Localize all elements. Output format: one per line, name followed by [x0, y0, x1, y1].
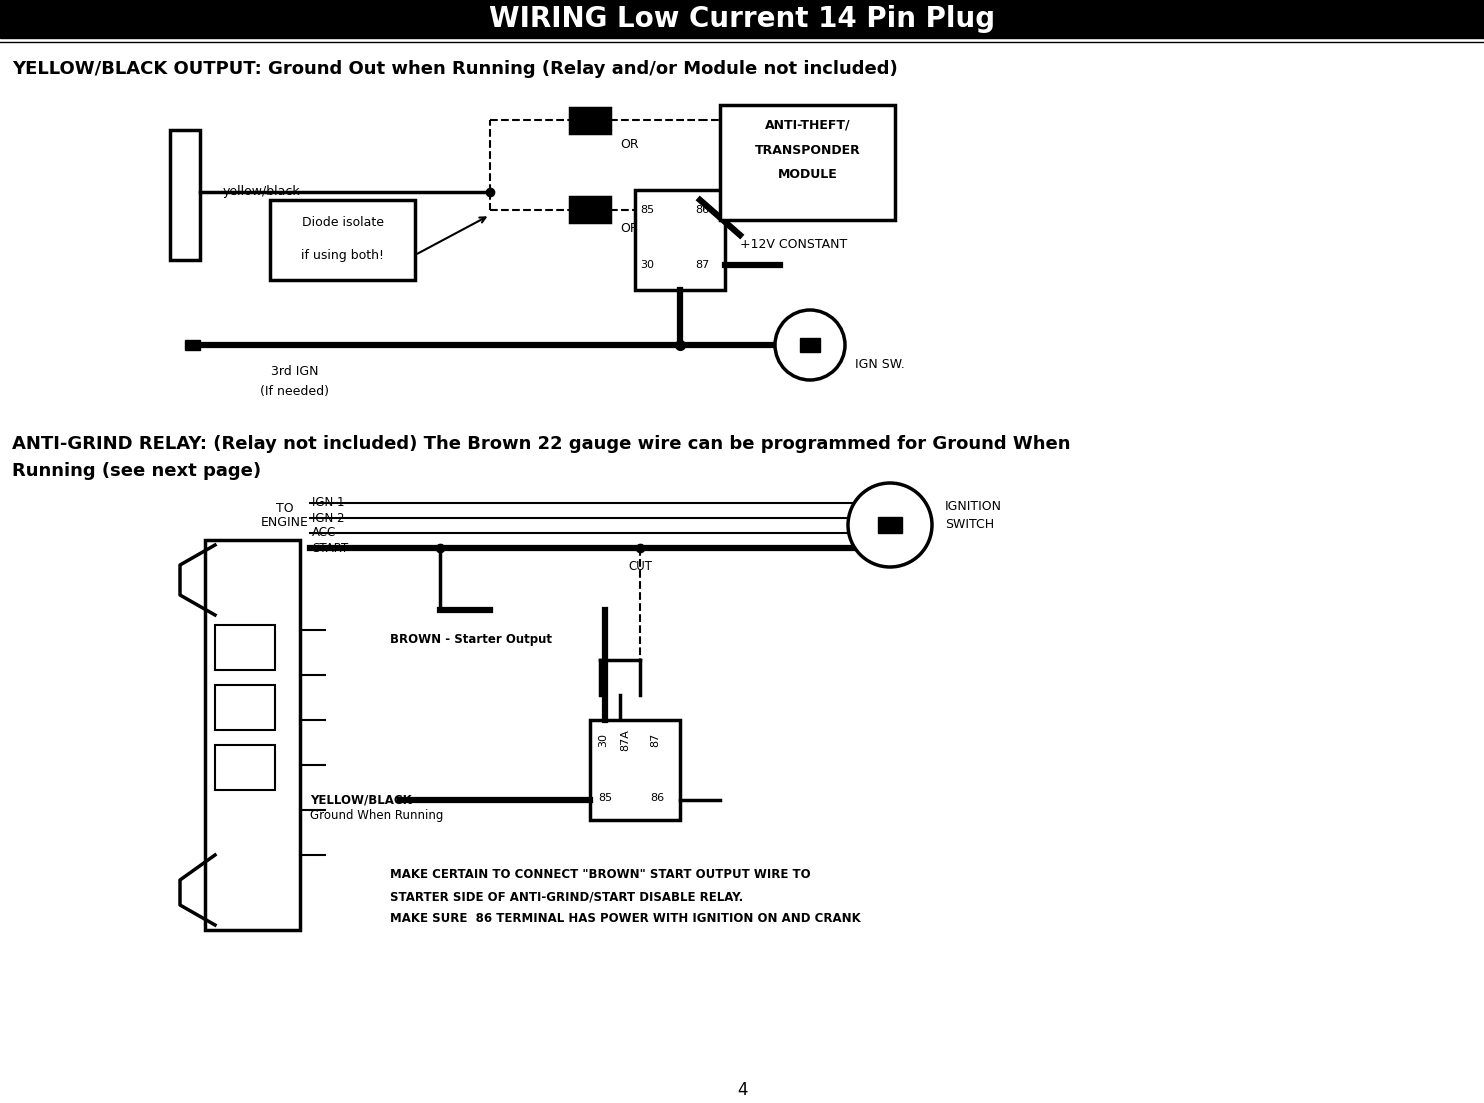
Text: 30: 30: [640, 260, 654, 270]
Text: (If needed): (If needed): [261, 385, 329, 398]
Text: MODULE: MODULE: [778, 169, 837, 182]
Text: ACC: ACC: [312, 526, 337, 539]
Text: 86: 86: [695, 205, 709, 215]
Bar: [591, 720, 680, 820]
Text: ANTI-THEFT/: ANTI-THEFT/: [764, 118, 850, 131]
Bar: [215, 625, 275, 670]
Text: Ground When Running: Ground When Running: [310, 808, 444, 822]
Text: SWITCH: SWITCH: [945, 518, 994, 532]
Text: yellow/black: yellow/black: [223, 185, 300, 199]
Text: START: START: [312, 542, 349, 555]
Text: MAKE SURE  86 TERMINAL HAS POWER WITH IGNITION ON AND CRANK: MAKE SURE 86 TERMINAL HAS POWER WITH IGN…: [390, 912, 861, 925]
Bar: [570, 197, 610, 222]
Text: OR: OR: [620, 222, 640, 235]
Text: 30: 30: [598, 733, 608, 747]
Bar: [205, 540, 300, 930]
Bar: [720, 105, 895, 219]
Bar: [0, 0, 1484, 38]
Bar: [800, 338, 821, 352]
Bar: [215, 745, 275, 790]
Text: Diode isolate: Diode isolate: [301, 215, 383, 228]
Text: CUT: CUT: [628, 560, 651, 572]
Text: 86: 86: [650, 793, 665, 803]
Text: +12V CONSTANT: +12V CONSTANT: [741, 238, 847, 251]
Text: TO: TO: [276, 502, 294, 514]
Bar: [879, 517, 902, 533]
Bar: [215, 685, 275, 730]
Bar: [635, 190, 726, 290]
Text: MAKE CERTAIN TO CONNECT "BROWN" START OUTPUT WIRE TO: MAKE CERTAIN TO CONNECT "BROWN" START OU…: [390, 868, 810, 881]
Text: IGN 2: IGN 2: [312, 512, 344, 525]
Text: 87: 87: [650, 732, 660, 747]
Text: 85: 85: [598, 793, 611, 803]
Text: if using both!: if using both!: [301, 248, 384, 261]
Text: IGNITION: IGNITION: [945, 501, 1002, 514]
Text: 87A: 87A: [620, 729, 631, 751]
Text: IGN SW.: IGN SW.: [855, 358, 905, 372]
Circle shape: [775, 310, 844, 381]
Text: TRANSPONDER: TRANSPONDER: [755, 143, 861, 157]
Text: 4: 4: [736, 1081, 748, 1099]
Text: BROWN - Starter Output: BROWN - Starter Output: [390, 633, 552, 646]
Text: OR: OR: [620, 138, 640, 151]
Bar: [186, 340, 200, 350]
Text: IGN 1: IGN 1: [312, 496, 344, 510]
Text: 3rd IGN: 3rd IGN: [272, 365, 319, 378]
Bar: [171, 130, 200, 260]
Bar: [270, 200, 416, 280]
Text: 87: 87: [695, 260, 709, 270]
Text: ANTI-GRIND RELAY: (Relay not included) The Brown 22 gauge wire can be programmed: ANTI-GRIND RELAY: (Relay not included) T…: [12, 435, 1070, 453]
Text: YELLOW/BLACK: YELLOW/BLACK: [310, 793, 411, 806]
Circle shape: [847, 483, 932, 567]
Text: ENGINE: ENGINE: [261, 515, 309, 528]
Text: WIRING Low Current 14 Pin Plug: WIRING Low Current 14 Pin Plug: [488, 6, 996, 33]
Text: Running (see next page): Running (see next page): [12, 462, 261, 480]
Text: STARTER SIDE OF ANTI-GRIND/START DISABLE RELAY.: STARTER SIDE OF ANTI-GRIND/START DISABLE…: [390, 890, 743, 903]
Text: YELLOW/BLACK OUTPUT: Ground Out when Running (Relay and/or Module not included): YELLOW/BLACK OUTPUT: Ground Out when Run…: [12, 60, 898, 78]
Bar: [570, 108, 610, 133]
Text: 85: 85: [640, 205, 654, 215]
